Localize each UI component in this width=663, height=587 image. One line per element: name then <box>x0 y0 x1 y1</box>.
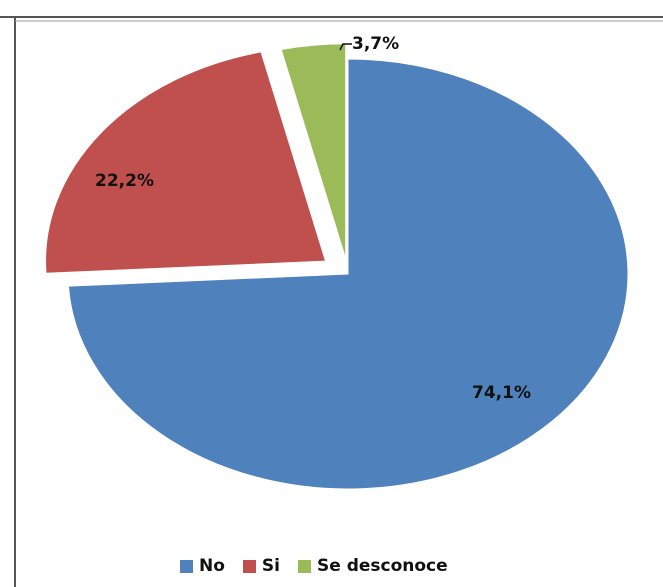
legend-label: Si <box>261 556 280 576</box>
leader-line-se-desconoce <box>339 43 352 51</box>
pie-slice-si <box>45 51 327 274</box>
legend-item-se-desconoce: Se desconoce <box>298 556 448 576</box>
legend-swatch <box>298 559 311 573</box>
legend-swatch <box>180 559 193 573</box>
legend-label: Se desconoce <box>317 556 448 576</box>
data-label-si: 22,2% <box>95 171 154 191</box>
legend-label: No <box>199 556 225 576</box>
legend-item-no: No <box>180 556 225 576</box>
pie-data-labels: 74,1% 22,2% 3,7% <box>95 34 531 403</box>
pie-slice-no <box>67 58 629 490</box>
pie-slices <box>45 43 629 490</box>
data-label-no: 74,1% <box>472 383 531 403</box>
legend-swatch <box>242 559 256 573</box>
legend: No Si Se desconoce <box>180 556 466 576</box>
legend-item-si: Si <box>242 556 280 576</box>
data-label-se-desconoce: 3,7% <box>352 34 399 54</box>
